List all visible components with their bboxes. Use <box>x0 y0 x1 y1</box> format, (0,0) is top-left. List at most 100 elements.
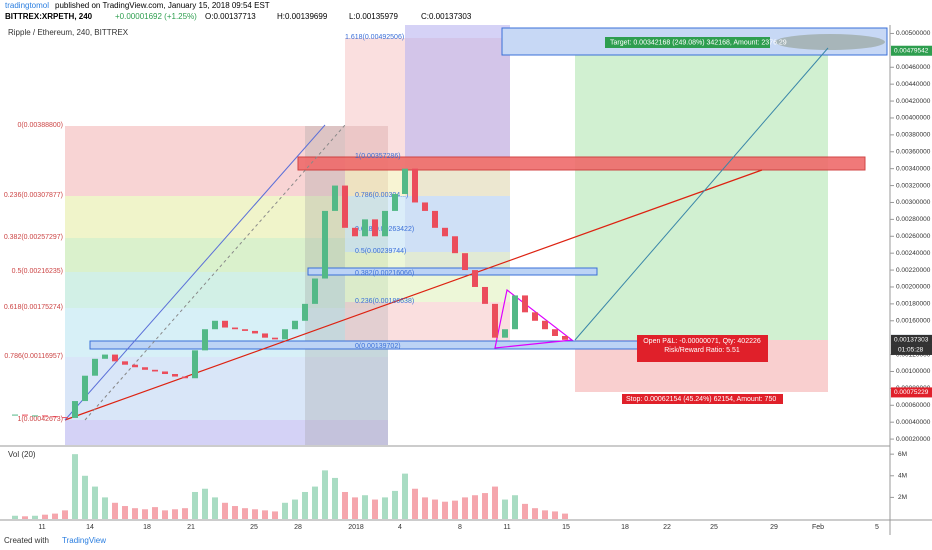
pnl: Risk/Reward Ratio: 5.51 <box>664 347 740 354</box>
price-tag <box>891 45 932 56</box>
author[interactable]: tradingtomol <box>5 1 49 10</box>
y-tick-label: 0.00060000 <box>896 402 931 409</box>
candle <box>62 417 68 419</box>
volume-bar <box>262 510 268 519</box>
candle <box>222 320 228 328</box>
x-tick-label: 5 <box>875 524 879 531</box>
candle <box>512 295 518 330</box>
x-tick-label: Feb <box>812 524 824 531</box>
y-tick-label: 0.00460000 <box>896 64 931 71</box>
candle <box>302 303 308 321</box>
change: +0.00001692 (+1.25%) <box>115 12 197 21</box>
x-tick-label: 25 <box>710 524 718 531</box>
volume-bar <box>232 506 238 519</box>
fib-label: 0.618(0.00175274) <box>4 304 63 311</box>
volume-bar <box>422 497 428 519</box>
fib-label: 0.5(0.00239744) <box>355 248 406 255</box>
y-tick-label: 0.00200000 <box>896 284 931 291</box>
volume-bar <box>122 506 128 519</box>
volume-bar <box>22 516 28 519</box>
volume-bar <box>212 497 218 519</box>
volume-bar <box>492 486 498 519</box>
volume-bar <box>432 499 438 519</box>
price-tag-label: 0.00137303 <box>894 337 929 344</box>
ohlc: O:0.00137713 <box>205 12 256 21</box>
volume-bar <box>152 507 158 519</box>
volume-bar <box>512 495 518 519</box>
fib-label: 0.5(0.00216235) <box>12 268 63 275</box>
volume-bar <box>52 513 58 519</box>
x-tick-label: 29 <box>770 524 778 531</box>
x-tick-label: 28 <box>294 524 302 531</box>
candle <box>442 227 448 237</box>
candle <box>362 219 368 237</box>
volume-bar <box>562 513 568 519</box>
candle <box>272 337 278 340</box>
ohlc: H:0.00139699 <box>277 12 328 21</box>
candle <box>192 350 198 379</box>
volume-bar <box>312 486 318 519</box>
published: published on TradingView.com, January 15… <box>55 1 270 10</box>
fib-label: 0.236(0.00186638) <box>355 298 414 305</box>
y-tick-label: 0.00360000 <box>896 148 931 155</box>
candle <box>22 414 28 416</box>
volume-bar <box>532 508 538 519</box>
candle <box>412 168 418 203</box>
volume-bar <box>352 497 358 519</box>
candle <box>152 369 158 372</box>
drawings <box>0 25 932 535</box>
volume-tick-label: 6M <box>898 451 907 458</box>
candle <box>452 236 458 254</box>
pnl-bg <box>637 335 768 362</box>
volume-tick-label: 2M <box>898 494 907 501</box>
volume-bar <box>482 493 488 519</box>
candle <box>472 270 478 287</box>
x-tick-label: 8 <box>458 524 462 531</box>
fib-label: 1.618(0.00492506) <box>345 34 404 41</box>
price-tag <box>891 387 932 398</box>
price-tag <box>891 334 932 345</box>
volume-bar <box>182 508 188 519</box>
y-tick-label: 0.00400000 <box>896 115 931 122</box>
volume-bar <box>452 500 458 519</box>
y-tick-label: 0.00160000 <box>896 317 931 324</box>
volume-bar <box>342 491 348 519</box>
fib-label: 0(0.00139702) <box>355 343 401 350</box>
y-tick-label: 0.00180000 <box>896 301 931 308</box>
y-tick-label: 0.00100000 <box>896 368 931 375</box>
footer-created: Created with <box>4 536 49 545</box>
candle <box>42 415 48 417</box>
candle <box>552 329 558 336</box>
footer-brand[interactable]: TradingView <box>62 536 106 545</box>
y-tick-label: 0.00020000 <box>896 436 931 443</box>
y-tick-label: 0.00040000 <box>896 419 931 426</box>
volume-bar <box>42 514 48 519</box>
x-tick-label: 14 <box>86 524 94 531</box>
y-tick-label: 0.00280000 <box>896 216 931 223</box>
fib-label: 0.382(0.00216066) <box>355 270 414 277</box>
x-tick-label: 18 <box>143 524 151 531</box>
volume-bar <box>252 509 258 519</box>
candle <box>282 329 288 340</box>
x-tick-label: 22 <box>663 524 671 531</box>
y-tick-label: 0.00500000 <box>896 30 931 37</box>
candle <box>562 335 568 340</box>
volume-bar <box>272 511 278 519</box>
chart-title: Ripple / Ethereum, 240, BITTREX <box>8 28 129 37</box>
candle <box>312 278 318 304</box>
volume-bar <box>442 501 448 519</box>
candle <box>522 295 528 313</box>
target-bg <box>605 37 770 48</box>
candle <box>32 415 38 417</box>
fib-label: 0.382(0.00257297) <box>4 234 63 241</box>
volume-bar <box>392 490 398 519</box>
candle <box>202 329 208 351</box>
candle <box>182 376 188 379</box>
volume-title: Vol (20) <box>8 450 36 459</box>
volume-bar <box>472 495 478 519</box>
candle <box>542 320 548 330</box>
x-tick-label: 21 <box>187 524 195 531</box>
candle <box>232 327 238 330</box>
